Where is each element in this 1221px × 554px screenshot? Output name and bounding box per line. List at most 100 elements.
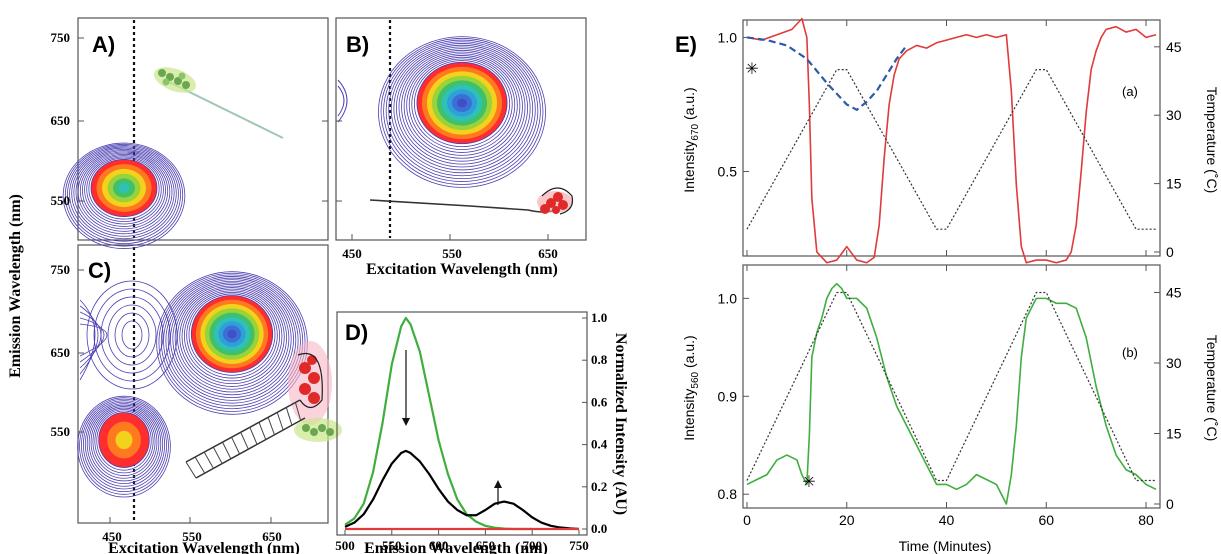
contour-line <box>411 58 513 150</box>
contour-line <box>86 280 178 390</box>
contour-line <box>79 397 169 495</box>
contour-line <box>75 150 173 235</box>
y2-tick-label: 15 <box>1166 426 1182 442</box>
contour-fill-ring <box>456 98 468 108</box>
y2-tick-label: 30 <box>1166 355 1182 371</box>
y-tick-label: 1.0 <box>591 310 607 325</box>
ladder-rung <box>276 412 284 431</box>
panel-e-series-line <box>746 282 1157 505</box>
contour-line <box>88 157 160 220</box>
panel-e-b-y-axis-label: Intensity560 (a.u.) <box>681 335 701 440</box>
contour-line <box>82 153 166 227</box>
ladder-rung <box>222 441 232 460</box>
ladder-rung <box>212 446 223 464</box>
contour-line <box>96 410 152 471</box>
contour-line <box>79 311 102 369</box>
panel-d-series-line <box>344 449 580 531</box>
panel-c-contour-acceptor <box>156 271 308 415</box>
contour-line <box>160 274 304 410</box>
contour-line <box>84 401 164 487</box>
panel-a-frame <box>77 17 329 241</box>
x-tick-label: 550 <box>182 529 202 544</box>
panel-e-x-axis-label: Time (Minutes) <box>899 538 992 554</box>
contour-line <box>73 148 175 237</box>
x-tick-label: 700 <box>522 538 542 553</box>
contour-line <box>174 283 290 393</box>
ladder-rung <box>231 436 241 455</box>
x-tick-label: 550 <box>442 246 462 261</box>
y2-tick-label: 0 <box>1166 496 1174 512</box>
contour-y-axis-label: Emission Wavelength (nm) <box>7 194 24 378</box>
contour-line <box>62 142 186 249</box>
ladder-rung <box>185 461 197 479</box>
contour-line <box>398 49 526 165</box>
x-tick-label: 40 <box>939 512 955 528</box>
contour-line <box>167 279 297 401</box>
y2-tick-label: 30 <box>1166 107 1182 123</box>
x-tick-label: 450 <box>342 246 362 261</box>
contour-line <box>383 39 541 182</box>
y2-tick-label: 45 <box>1166 39 1182 55</box>
contour-line <box>390 44 534 174</box>
contour-line <box>88 404 160 482</box>
y2-tick-label: 45 <box>1166 285 1182 301</box>
y-tick-label: 750 <box>51 262 71 277</box>
panel-c-contour-mid <box>79 280 178 390</box>
y-tick-label: 0.8 <box>718 486 738 502</box>
ladder-rung <box>294 402 302 421</box>
contour-line <box>67 145 181 245</box>
contour-line <box>79 299 96 381</box>
contour-line <box>406 55 518 156</box>
panel-a-contour <box>62 142 186 249</box>
contour-line <box>413 60 511 148</box>
panel-d-y-axis-label: Normalized Intensity (AU) <box>612 333 629 515</box>
x-tick-label: 80 <box>1138 512 1154 528</box>
panel-e-series-line <box>746 68 1156 230</box>
x-tick-label: 20 <box>839 512 855 528</box>
contour-line <box>388 43 536 177</box>
panel-a-letter: A) <box>92 32 115 57</box>
contour-line <box>183 290 281 382</box>
panel-d-chart: D) 500 550 600 650 700 750 0.0 0.2 0.4 0.6 0.8 1.0… <box>335 310 629 554</box>
contour-line <box>385 41 539 180</box>
contour-line <box>84 155 164 225</box>
contour-line <box>395 48 528 168</box>
panel-b-edge-contour <box>337 79 348 123</box>
contour-line <box>86 156 162 222</box>
panel-a-probe-illustration <box>153 67 284 139</box>
x-tick-label: 600 <box>429 538 449 553</box>
panel-e-b-tag: (b) <box>1122 345 1138 360</box>
ladder-rung <box>249 427 258 445</box>
panel-b-frame <box>335 17 587 241</box>
x-tick-label: 650 <box>262 529 282 544</box>
x-tick-label: 0 <box>743 512 751 528</box>
x-tick-label: 550 <box>382 538 402 553</box>
panel-e-b-star-marker: ✳ <box>802 474 815 491</box>
contour-line <box>77 395 171 498</box>
contour-line <box>79 152 169 230</box>
contour-line <box>92 407 156 476</box>
y-tick-label: 0.5 <box>718 164 738 180</box>
contour-line <box>79 323 108 357</box>
ladder-rung <box>240 432 249 450</box>
panel-e-a-frame <box>742 19 1161 257</box>
y-tick-label: 550 <box>51 424 71 439</box>
panel-b-letter: B) <box>346 32 369 57</box>
panel-e-b-frame <box>742 264 1161 509</box>
panel-d-x-axis-label: Emission Wavelength (nm) <box>364 540 548 554</box>
y-tick-label: 750 <box>51 30 71 45</box>
contour-line <box>121 320 143 350</box>
y2-tick-label: 15 <box>1166 176 1182 192</box>
panel-e-a-tag: (a) <box>1122 84 1138 99</box>
y-tick-label: 1.0 <box>718 290 738 306</box>
x-tick-label: 650 <box>538 246 558 261</box>
contour-line <box>90 406 158 479</box>
contour-line <box>393 46 531 171</box>
contour-line <box>378 36 546 188</box>
panel-e-chart: E) (a) (b) 0.5 1.0 0 15 30 45 0.8 0.9 1.0 0 15 30 4… <box>675 17 1220 554</box>
contour-line <box>64 143 184 247</box>
y-tick-label: 650 <box>51 345 71 360</box>
panel-e-letter: E) <box>675 32 697 57</box>
contour-line <box>100 296 164 374</box>
